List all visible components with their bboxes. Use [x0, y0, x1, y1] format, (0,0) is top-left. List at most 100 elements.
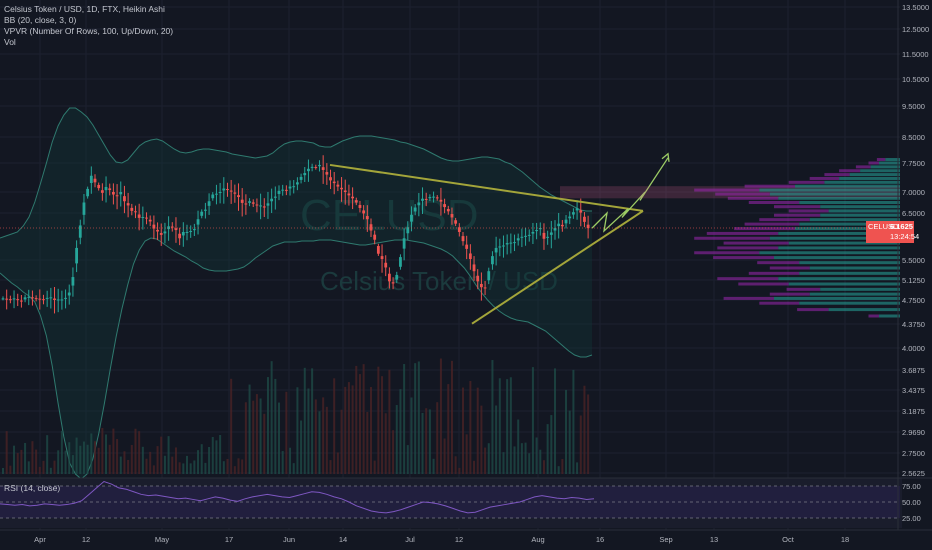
price-axis-label: 4.7500: [902, 296, 925, 305]
volume-bar: [410, 397, 413, 474]
vpvr-row-down: [706, 231, 779, 235]
candle-body: [498, 246, 502, 248]
bb-indicator-label[interactable]: BB (20, close, 3, 0): [4, 15, 77, 25]
vpvr-row-up: [828, 209, 900, 213]
time-axis-label: 17: [225, 535, 233, 544]
price-axis-label: 13.5000: [902, 3, 929, 12]
volume-bar: [388, 369, 391, 474]
candle-body: [97, 184, 101, 189]
triangle-lower-trendline[interactable]: [471, 210, 644, 325]
volume-bar: [94, 441, 96, 474]
volume-bar: [303, 367, 306, 474]
volume-bar: [5, 431, 8, 474]
volume-bar: [480, 405, 483, 474]
price-axis-label: 11.5000: [902, 50, 929, 59]
volume-bar: [465, 434, 468, 474]
candle-body: [20, 300, 23, 302]
candle-body: [244, 203, 248, 205]
vpvr-row-up: [820, 213, 900, 217]
candle-body: [207, 201, 211, 206]
price-axis-label: 3.1875: [902, 407, 925, 416]
candle-body: [564, 219, 568, 224]
price-axis-label: 7.7500: [902, 159, 925, 168]
candle-body: [288, 186, 292, 189]
volume-bar: [278, 402, 280, 474]
volume-bar: [2, 468, 4, 474]
candle-body: [351, 196, 354, 199]
volume-bar: [395, 405, 398, 474]
volume-bar: [528, 453, 531, 474]
candle-body: [535, 230, 538, 232]
candle-body: [56, 299, 60, 301]
projection-path[interactable]: [591, 157, 669, 233]
rsi-axis-label: 25.00: [902, 514, 921, 523]
vpvr-indicator-label[interactable]: VPVR (Number Of Rows, 100, Up/Down, 20): [4, 26, 174, 36]
candle-body: [273, 196, 277, 198]
candle-body: [152, 224, 156, 229]
candle-body: [480, 283, 483, 288]
candle-body: [251, 202, 255, 204]
candle-body: [237, 195, 240, 198]
candle-body: [181, 231, 185, 236]
candle-body: [196, 219, 200, 225]
symbol-title[interactable]: Celsius Token / USD, 1D, FTX, Heikin Ash…: [4, 4, 165, 14]
candle-body: [531, 231, 535, 234]
vpvr-row-up: [778, 196, 900, 200]
volume-bar: [300, 420, 303, 474]
volume-bar: [392, 430, 395, 474]
volume-bar: [366, 411, 369, 474]
vpvr-row-up: [799, 301, 900, 305]
candle-body: [200, 211, 204, 216]
volume-bar: [439, 358, 442, 474]
candle-body: [446, 209, 450, 212]
volume-bar: [476, 387, 479, 474]
candle-body: [8, 299, 12, 301]
volume-bar: [579, 415, 582, 474]
volume-bar: [292, 463, 295, 474]
volume-bar: [101, 428, 104, 474]
vpvr-row-up: [769, 192, 900, 196]
volume-bar: [358, 374, 361, 474]
volume-bar: [31, 441, 34, 474]
volume-bar: [160, 436, 163, 474]
candle-body: [262, 206, 266, 208]
volume-bar: [219, 434, 222, 474]
vpvr-row-down: [744, 222, 800, 226]
vpvr-row-down: [723, 241, 789, 245]
time-axis-label: 14: [339, 535, 347, 544]
candle-body: [435, 197, 439, 199]
vpvr-row-down: [715, 192, 770, 196]
volume-bar: [163, 455, 166, 474]
vpvr-row-up: [879, 161, 900, 165]
candle-body: [579, 210, 583, 213]
candle-body: [31, 297, 34, 299]
volume-bar: [399, 389, 402, 474]
candle-body: [137, 214, 141, 218]
candle-body: [325, 172, 329, 175]
candle-body: [369, 224, 373, 231]
current-price-tag: CELUSD 6.1625 13:24:54: [866, 221, 919, 243]
volume-bar: [469, 381, 472, 474]
volume-bar: [20, 449, 23, 474]
candle-body: [494, 247, 498, 253]
volume-bar: [119, 456, 122, 474]
rsi-indicator-label[interactable]: RSI (14, close): [4, 483, 61, 493]
candle-body: [277, 190, 281, 194]
volume-bar: [230, 378, 233, 474]
vpvr-row-up: [788, 241, 900, 245]
candle-body: [170, 226, 174, 228]
triangle-upper-trendline[interactable]: [329, 163, 644, 212]
candle-body: [292, 186, 296, 188]
volume-indicator-label[interactable]: Vol: [4, 37, 16, 47]
volume-bar: [517, 419, 520, 474]
price-axis-label: 2.5625: [902, 469, 925, 478]
candle-body: [428, 197, 432, 199]
volume-bar: [583, 385, 586, 474]
candle-body: [119, 192, 123, 195]
candle-body: [450, 214, 454, 218]
vpvr-row-up: [795, 184, 900, 188]
volume-bar: [322, 397, 325, 474]
vpvr-row-down: [774, 213, 821, 217]
